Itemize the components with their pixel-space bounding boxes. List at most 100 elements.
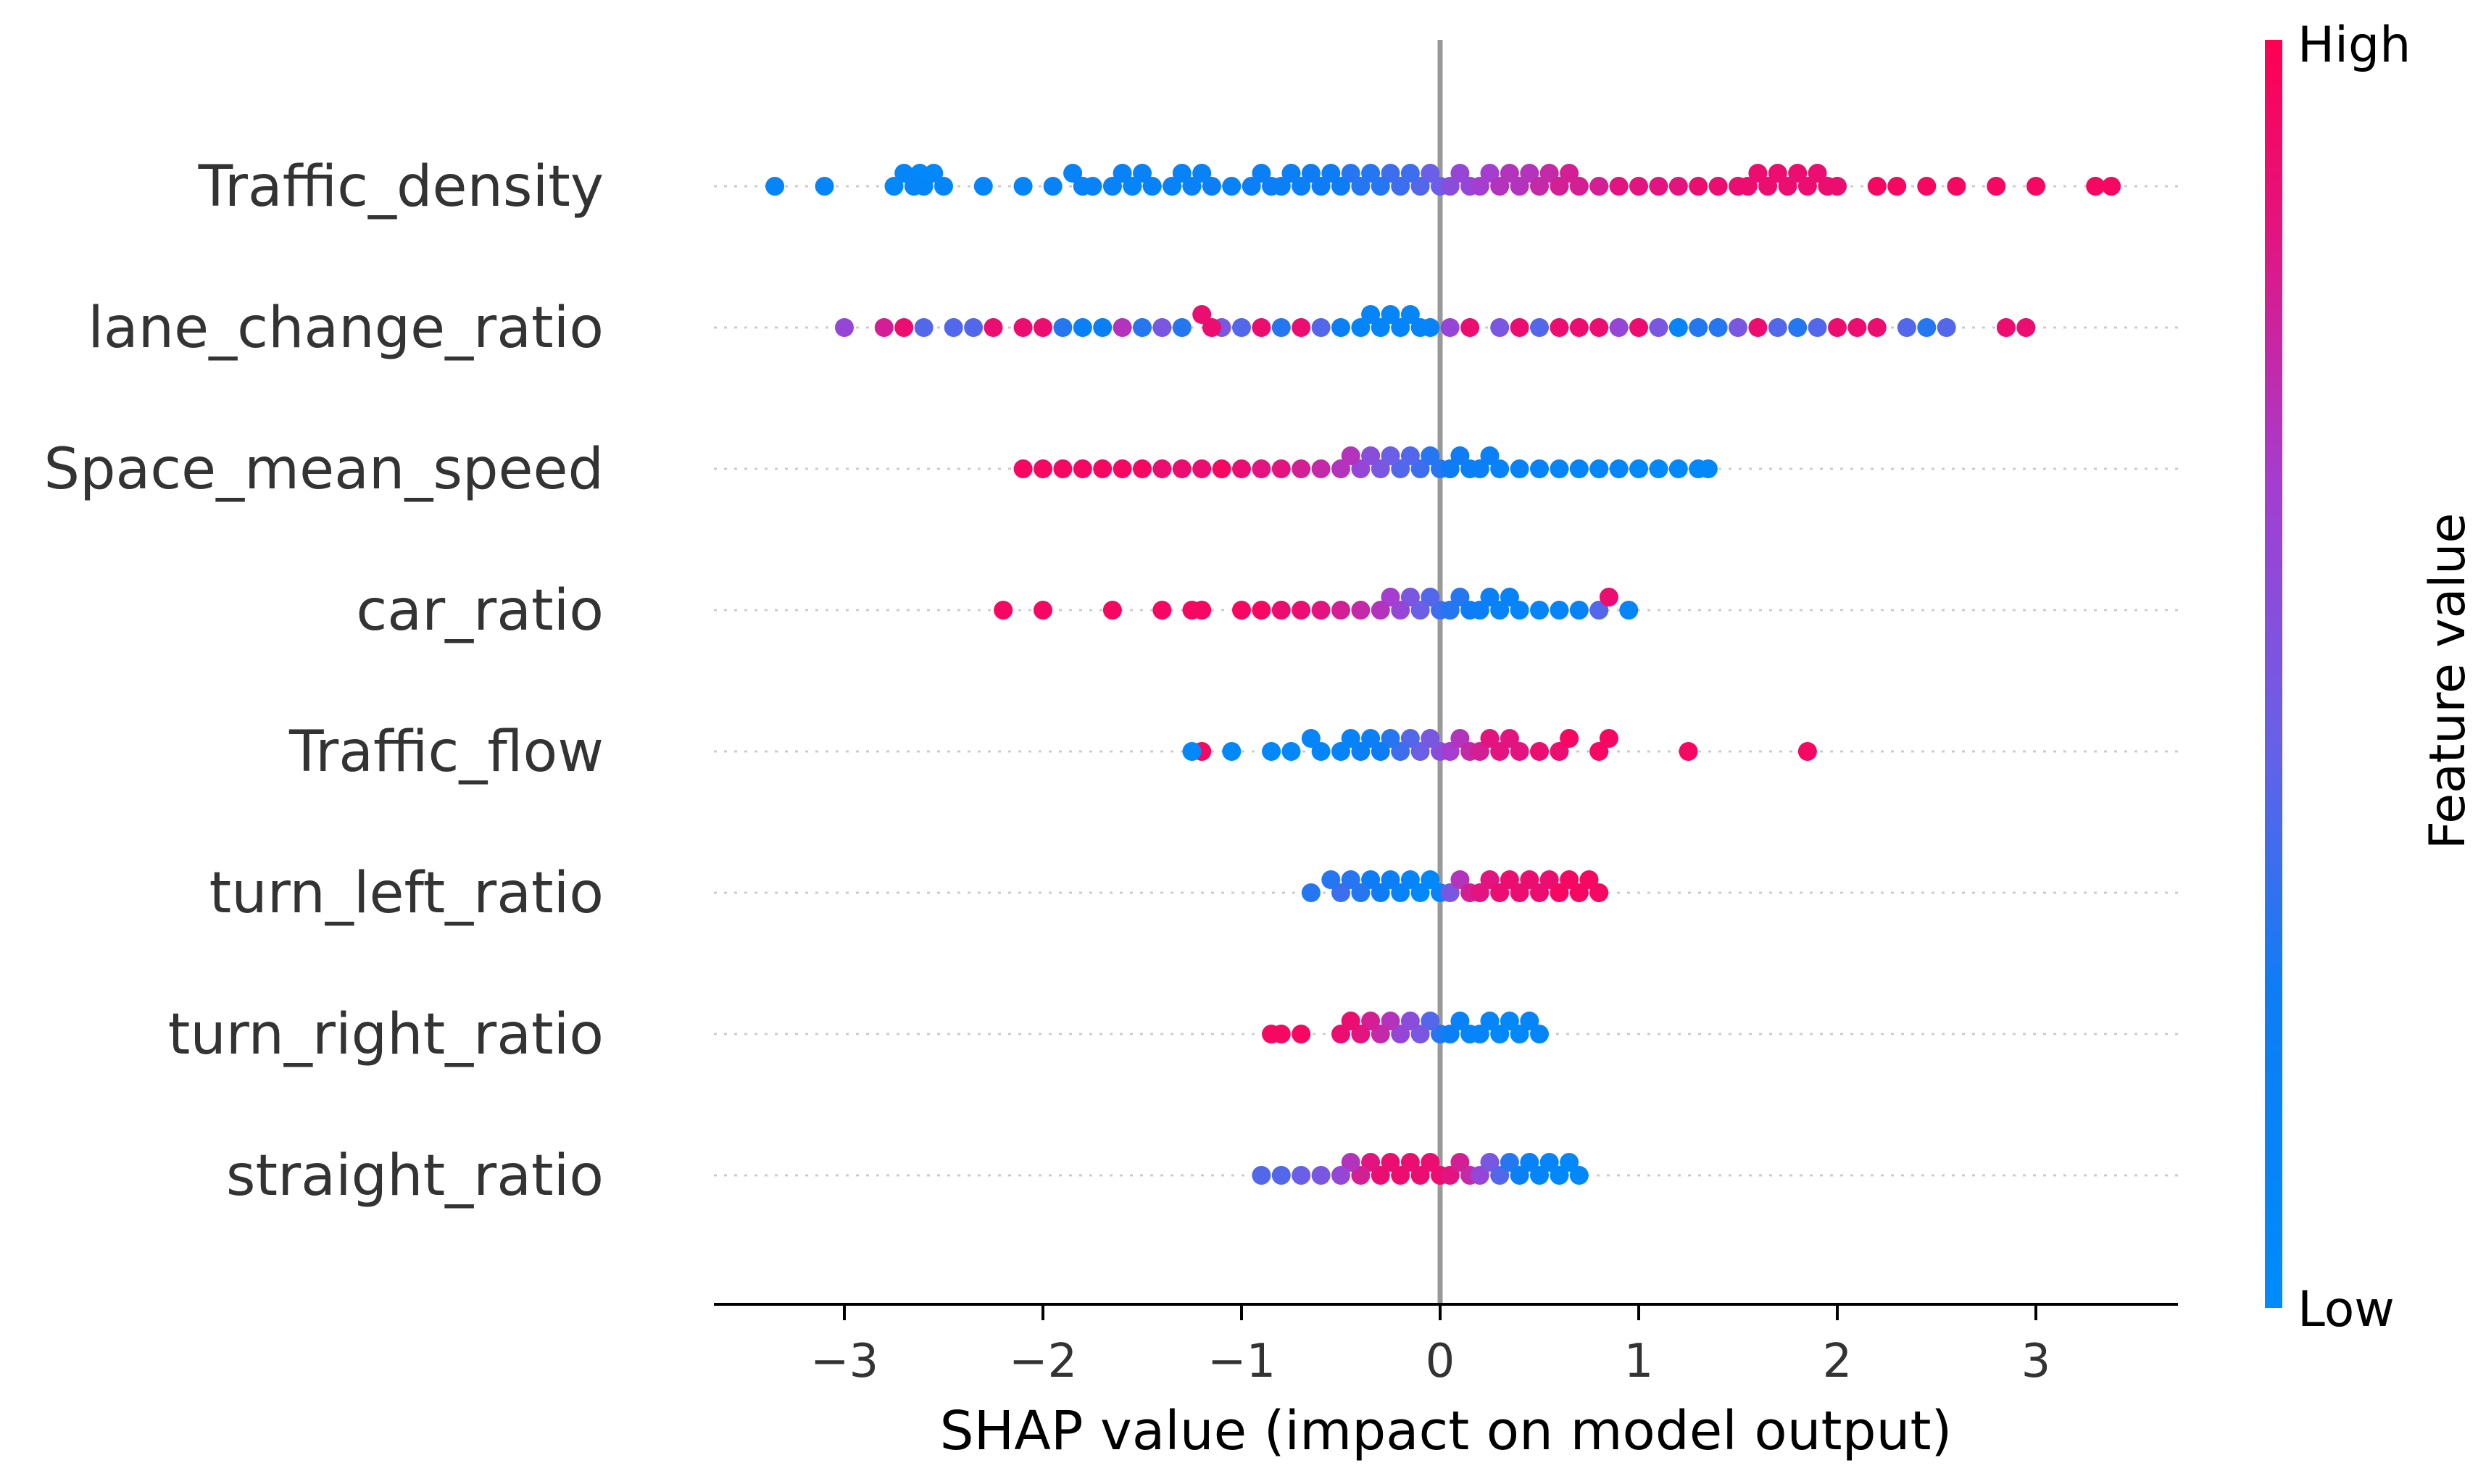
feature-label: car_ratio [356,578,604,643]
shap-point [1013,459,1033,478]
shap-point [1450,870,1470,889]
shap-point [1470,742,1489,761]
shap-point [1421,729,1440,748]
shap-point [815,177,834,196]
shap-point [1510,177,1529,196]
shap-point [2086,177,2105,196]
shap-point [1510,459,1529,478]
shap-point [1569,459,1589,478]
shap-point [1530,601,1549,620]
shap-point [1182,742,1202,761]
shap-point [1222,742,1242,761]
shap-point [1440,1025,1460,1043]
shap-point [1500,164,1519,183]
shap-point [1867,177,1887,196]
shap-point [1292,318,1311,337]
shap-point [1371,1025,1390,1043]
shap-point [1341,1153,1360,1172]
shap-point [1311,459,1331,478]
shap-point [1341,729,1360,748]
x-tick-label: 1 [1624,1335,1654,1388]
shap-point [1679,742,1698,761]
shap-point [1778,177,1797,196]
shap-point [1480,588,1500,606]
shap-point [1520,1012,1539,1030]
shap-point [1768,318,1787,337]
shap-point [1530,883,1549,902]
shap-point [1500,1012,1519,1030]
colorbar [2265,40,2282,1308]
shap-point [1391,883,1410,902]
shap-point [1152,318,1172,337]
shap-point [1530,1025,1549,1043]
colorbar-high-label: High [2298,17,2411,74]
shap-point [1400,305,1420,324]
shap-point [1748,164,1768,183]
shap-point [1182,601,1202,620]
shap-point [1102,177,1122,196]
shap-point [1460,318,1480,337]
shap-point [1797,177,1817,196]
shap-point [1192,305,1212,324]
shap-point [1470,883,1489,902]
shap-point [1550,177,1569,196]
shap-point [1292,1166,1311,1185]
shap-point [1182,177,1202,196]
shap-point [1569,601,1589,620]
shap-point [1539,164,1559,183]
shap-point [1063,164,1083,183]
shap-point [1668,177,1688,196]
shap-point [1391,459,1410,478]
shap-point [924,164,944,183]
shap-point [1440,459,1460,478]
x-tick-label: 2 [1823,1335,1853,1388]
shap-point [1560,164,1579,183]
shap-point [944,318,963,337]
shap-point [1500,729,1519,748]
shap-point [1361,870,1381,889]
x-tick-label: 3 [2021,1335,2051,1388]
shap-point [1073,459,1092,478]
shap-point [1013,177,1033,196]
shap-point [1311,601,1331,620]
shap-point [934,177,953,196]
x-tick-label: −2 [1009,1335,1077,1388]
shap-point [1729,318,1747,337]
shap-point [1808,164,1827,183]
shap-point [1381,305,1400,324]
shap-point [1450,1012,1470,1030]
shap-point [1281,164,1301,183]
shap-point [1828,177,1847,196]
shap-point [1123,177,1142,196]
shap-point [904,177,923,196]
shap-point [1262,177,1281,196]
shap-point [1668,459,1688,478]
shap-point [1619,601,1639,620]
shap-point [1331,1025,1350,1043]
shap-point [1222,177,1242,196]
shap-point [1867,318,1887,337]
shap-point [1301,883,1321,902]
shap-point [1232,318,1251,337]
shap-point [894,164,914,183]
shap-point [1698,459,1718,478]
shap-point [1351,177,1371,196]
shap-point [1192,459,1212,478]
shap-point [1708,318,1728,337]
shap-point [1331,318,1350,337]
shap-point [1480,164,1500,183]
shap-point [1371,177,1390,196]
shap-point [1391,601,1410,620]
colorbar-title: Feature value [2419,513,2477,849]
shap-point [1331,883,1350,902]
shap-point [1490,883,1510,902]
shap-point [1649,318,1668,337]
shap-point [884,177,904,196]
shap-point [1500,1153,1519,1172]
shap-point [994,601,1013,620]
shap-point [1599,588,1618,606]
shap-point [1331,1166,1350,1185]
shap-point [1202,318,1221,337]
shap-point [1480,1153,1500,1172]
